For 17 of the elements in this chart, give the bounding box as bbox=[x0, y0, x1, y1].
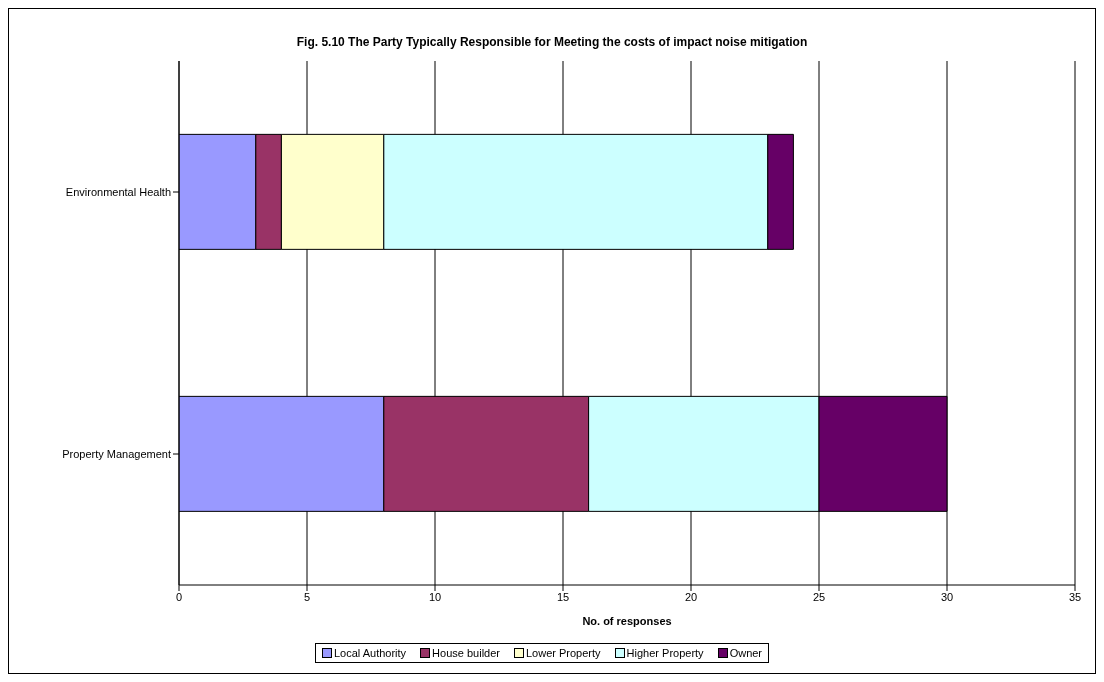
x-tick-label: 0 bbox=[175, 590, 183, 603]
chart-title: Fig. 5.10 The Party Typically Responsible for Meeting the costs of impact noise mitigation bbox=[295, 34, 809, 51]
x-tick-label: 15 bbox=[556, 590, 570, 603]
x-axis-title: No. of responses bbox=[582, 615, 672, 627]
legend-label: Owner bbox=[728, 647, 763, 659]
x-tick-label: 30 bbox=[940, 590, 954, 603]
x-tick-label: 25 bbox=[812, 590, 826, 603]
x-tick-label: 5 bbox=[303, 590, 311, 603]
legend-label: Local Authority bbox=[332, 647, 407, 659]
legend-label: Lower Property bbox=[525, 647, 601, 659]
x-tick-label: 35 bbox=[1068, 590, 1082, 603]
x-tick-label: 20 bbox=[684, 590, 698, 603]
y-tick-label: Environmental Health bbox=[65, 185, 171, 198]
legend-label: House builder bbox=[431, 647, 500, 659]
legend-label: Higher Property bbox=[625, 647, 704, 659]
x-tick-label: 10 bbox=[428, 590, 442, 603]
y-tick-label: Property Management bbox=[62, 447, 171, 460]
